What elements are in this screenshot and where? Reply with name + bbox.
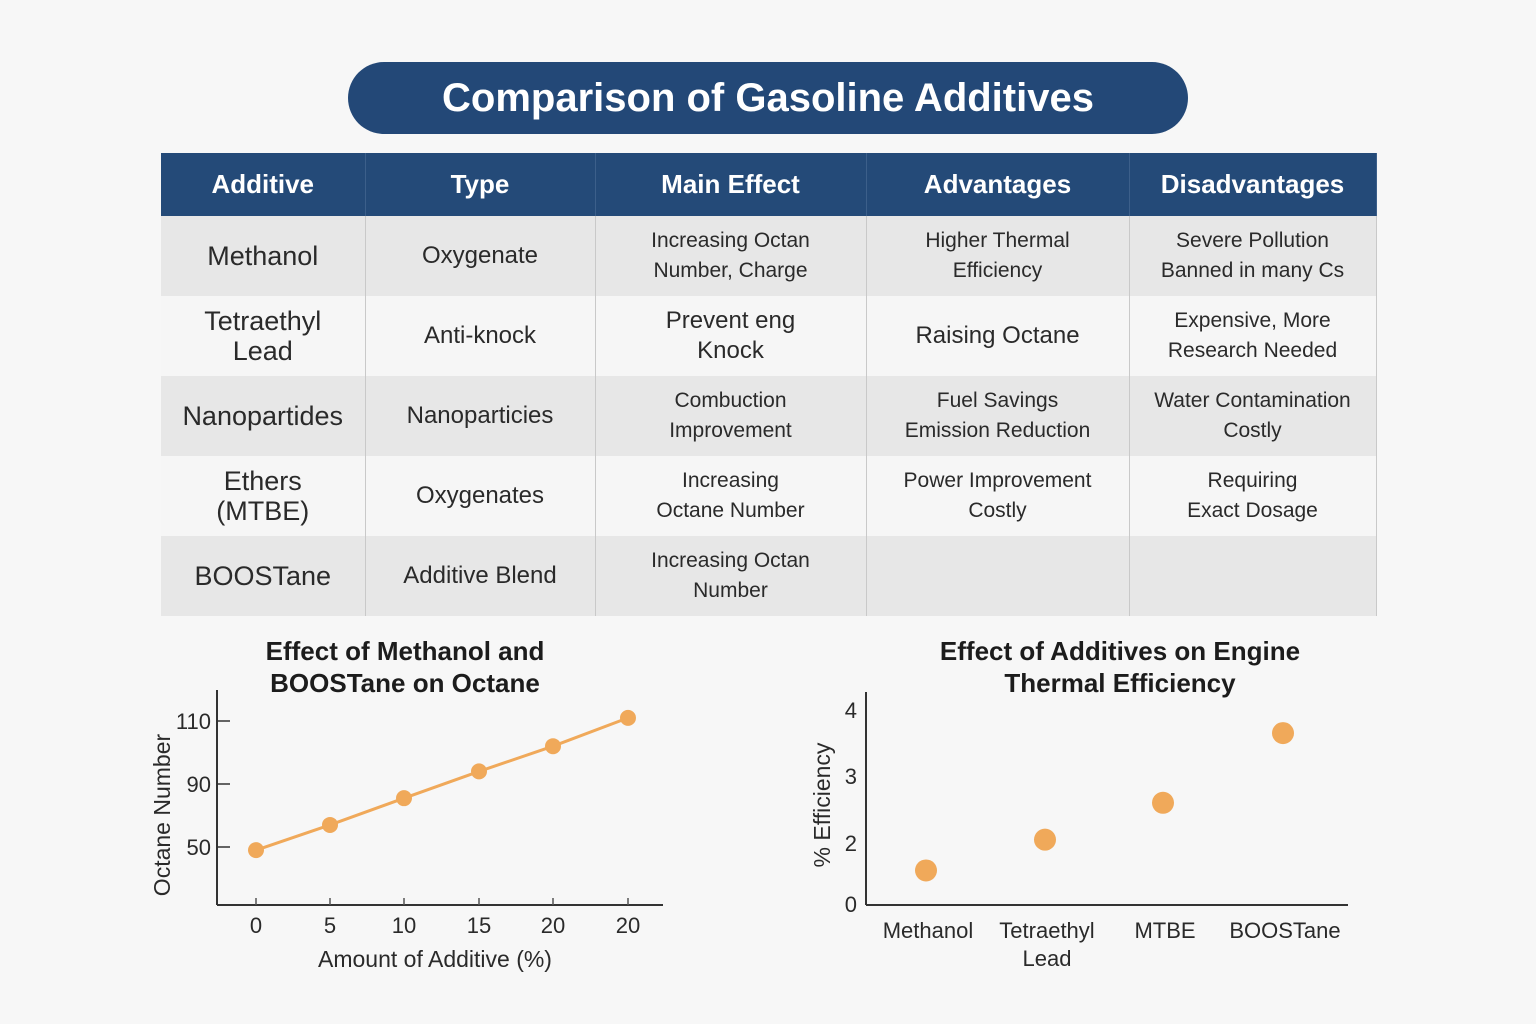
y-axis-label: Octane Number — [149, 733, 175, 896]
table-header-row: Additive Type Main Effect Advantages Disadva… — [161, 153, 1377, 216]
x-tick-label: 5 — [324, 913, 336, 938]
table-row: Ethers (MTBE) Oxygenates Increasing Octane N… — [161, 456, 1377, 536]
data-point — [471, 763, 487, 780]
y-tick-label: 50 — [187, 835, 211, 860]
data-point — [396, 790, 412, 807]
x-tick-label: MTBE — [1134, 918, 1195, 943]
table-cell: Ethers (MTBE) — [161, 456, 366, 536]
data-point — [620, 709, 636, 726]
x-tick-label: 20 — [616, 913, 640, 938]
table-cell: Combuction Improvement — [595, 376, 867, 456]
table-cell: Raising Octane — [866, 296, 1130, 376]
table-cell: Expensive, More Research Needed — [1129, 296, 1377, 376]
table-cell: Oxygenates — [365, 456, 596, 536]
table-cell — [866, 536, 1130, 616]
table-cell: Requiring Exact Dosage — [1129, 456, 1377, 536]
column-header: Type — [365, 153, 596, 216]
table-cell: Additive Blend — [365, 536, 596, 616]
table-cell: Methanol — [161, 216, 366, 296]
table-cell: Prevent eng Knock — [595, 296, 867, 376]
chart-title: BOOSTane on Octane — [270, 668, 540, 698]
page-title: Comparison of Gasoline Additives — [348, 62, 1188, 134]
x-tick-label: 0 — [250, 913, 262, 938]
x-tick-label: 15 — [467, 913, 491, 938]
x-tick-label: Lead — [1023, 946, 1072, 971]
column-header: Additive — [161, 153, 366, 216]
table-cell: Oxygenate — [365, 216, 596, 296]
table-row: BOOSTane Additive Blend Increasing Octan Nu… — [161, 536, 1377, 616]
y-tick-label: 90 — [187, 772, 211, 797]
table-cell: Tetraethyl Lead — [161, 296, 366, 376]
y-tick-label: 3 — [845, 764, 857, 789]
x-tick-label: Tetraethyl — [999, 918, 1094, 943]
column-header: Disadvantages — [1129, 153, 1377, 216]
data-point — [545, 738, 561, 755]
y-tick-label: 0 — [845, 892, 857, 917]
data-point — [1152, 791, 1174, 814]
x-tick-label: BOOSTane — [1229, 918, 1340, 943]
x-tick-label: 20 — [541, 913, 565, 938]
chart-title: Thermal Efficiency — [1004, 668, 1236, 698]
x-axis-label: Amount of Additive (%) — [318, 946, 552, 972]
data-point — [322, 816, 338, 833]
series-line — [255, 716, 629, 852]
table-cell: Anti-knock — [365, 296, 596, 376]
table-row: Nanopartides Nanoparticies Combuction Impro… — [161, 376, 1377, 456]
y-tick-label: 4 — [845, 698, 857, 723]
chart-title: Effect of Methanol and — [266, 636, 545, 666]
x-tick-label: 10 — [392, 913, 416, 938]
y-tick-label: 110 — [176, 709, 211, 734]
table-cell: Increasing Octan Number — [595, 536, 867, 616]
table-cell: Nanopartides — [161, 376, 366, 456]
data-point — [915, 859, 937, 882]
table-cell: Severe Pollution Banned in many Cs — [1129, 216, 1377, 296]
table-cell: BOOSTane — [161, 536, 366, 616]
x-tick-label: Methanol — [883, 918, 974, 943]
additives-table: Additive Type Main Effect Advantages Disadva… — [161, 153, 1377, 616]
table-row: Methanol Oxygenate Increasing Octan Number,… — [161, 216, 1377, 296]
column-header: Main Effect — [595, 153, 867, 216]
column-header: Advantages — [866, 153, 1130, 216]
data-point — [1034, 828, 1056, 851]
table-cell: Fuel Savings Emission Reduction — [866, 376, 1130, 456]
table-cell: Increasing Octan Number, Charge — [595, 216, 867, 296]
table-cell: Higher Thermal Efficiency — [866, 216, 1130, 296]
y-axis-label: % Efficiency — [809, 742, 835, 867]
data-point — [1272, 722, 1294, 745]
table-row: Tetraethyl Lead Anti-knock Prevent eng Knock… — [161, 296, 1377, 376]
y-tick-label: 2 — [845, 831, 857, 856]
table-cell: Water Contamination Costly — [1129, 376, 1377, 456]
data-point — [248, 842, 264, 859]
table-cell — [1129, 536, 1377, 616]
table-cell: Nanoparticies — [365, 376, 596, 456]
table-cell: Increasing Octane Number — [595, 456, 867, 536]
chart-title: Effect of Additives on Engine — [940, 636, 1300, 666]
table-cell: Power Improvement Costly — [866, 456, 1130, 536]
